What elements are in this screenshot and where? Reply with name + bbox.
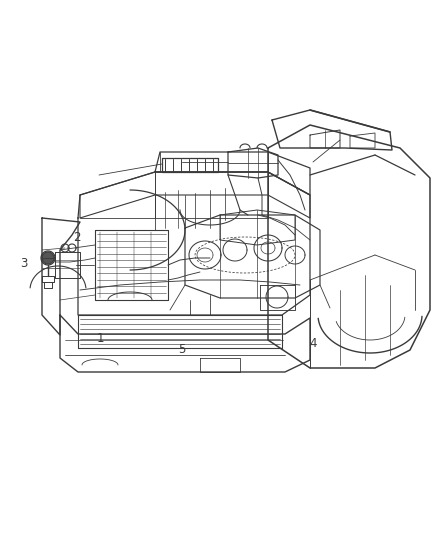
Text: 1: 1 (97, 332, 105, 345)
Text: 2: 2 (73, 231, 81, 244)
Circle shape (42, 252, 54, 264)
Text: 5: 5 (178, 343, 185, 356)
Text: 4: 4 (309, 337, 317, 350)
Text: 3: 3 (21, 257, 28, 270)
